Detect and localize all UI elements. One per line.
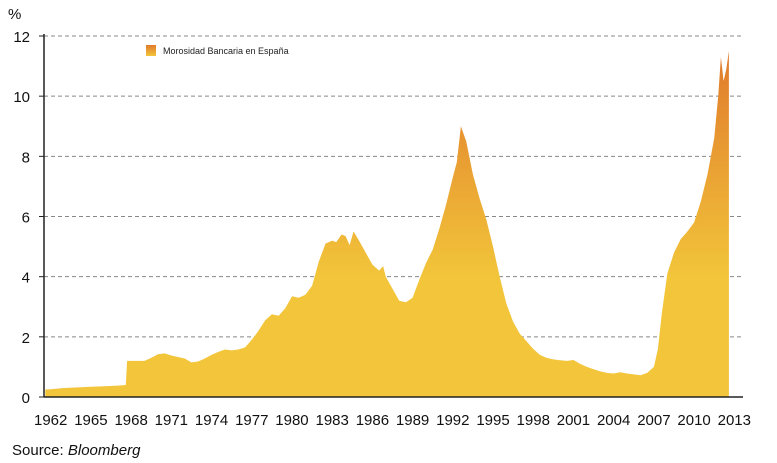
- y-tick-10: 10: [13, 89, 30, 106]
- x-tick-2001: 2001: [557, 412, 590, 429]
- y-tick-8: 8: [22, 149, 30, 166]
- source-name: Bloomberg: [67, 442, 141, 459]
- x-tick-labels: 1962 1965 1968 1971 1974 1977 1980 1983 1986 1989…: [34, 412, 751, 429]
- y-axis-unit-label: %: [8, 6, 21, 23]
- x-tick-1998: 1998: [517, 412, 550, 429]
- x-tick-2004: 2004: [597, 412, 630, 429]
- axes: [39, 34, 743, 398]
- y-tick-0: 0: [22, 390, 30, 407]
- x-tick-1977: 1977: [235, 412, 268, 429]
- series-area: [45, 51, 729, 397]
- x-tick-2013: 2013: [718, 412, 751, 429]
- x-tick-1965: 1965: [74, 412, 107, 429]
- x-tick-1980: 1980: [275, 412, 308, 429]
- legend: Morosidad Bancaria en España: [146, 45, 289, 56]
- x-tick-1983: 1983: [315, 412, 348, 429]
- x-tick-1992: 1992: [436, 412, 469, 429]
- legend-label: Morosidad Bancaria en España: [163, 46, 289, 56]
- y-tick-6: 6: [22, 210, 30, 227]
- y-tick-labels: 0 2 4 6 8 10 12: [13, 29, 30, 407]
- x-tick-1968: 1968: [114, 412, 147, 429]
- x-tick-1986: 1986: [356, 412, 389, 429]
- legend-swatch: [146, 45, 156, 56]
- y-tick-4: 4: [22, 270, 30, 287]
- x-tick-2010: 2010: [677, 412, 710, 429]
- y-tick-2: 2: [22, 330, 30, 347]
- source-prefix: Source:: [12, 442, 68, 459]
- x-tick-1962: 1962: [34, 412, 67, 429]
- x-tick-1971: 1971: [155, 412, 188, 429]
- x-tick-2007: 2007: [637, 412, 670, 429]
- x-tick-1974: 1974: [195, 412, 228, 429]
- x-tick-1989: 1989: [396, 412, 429, 429]
- y-tick-12: 12: [13, 29, 30, 46]
- x-tick-1995: 1995: [476, 412, 509, 429]
- source-note: Source: Bloomberg: [12, 442, 140, 459]
